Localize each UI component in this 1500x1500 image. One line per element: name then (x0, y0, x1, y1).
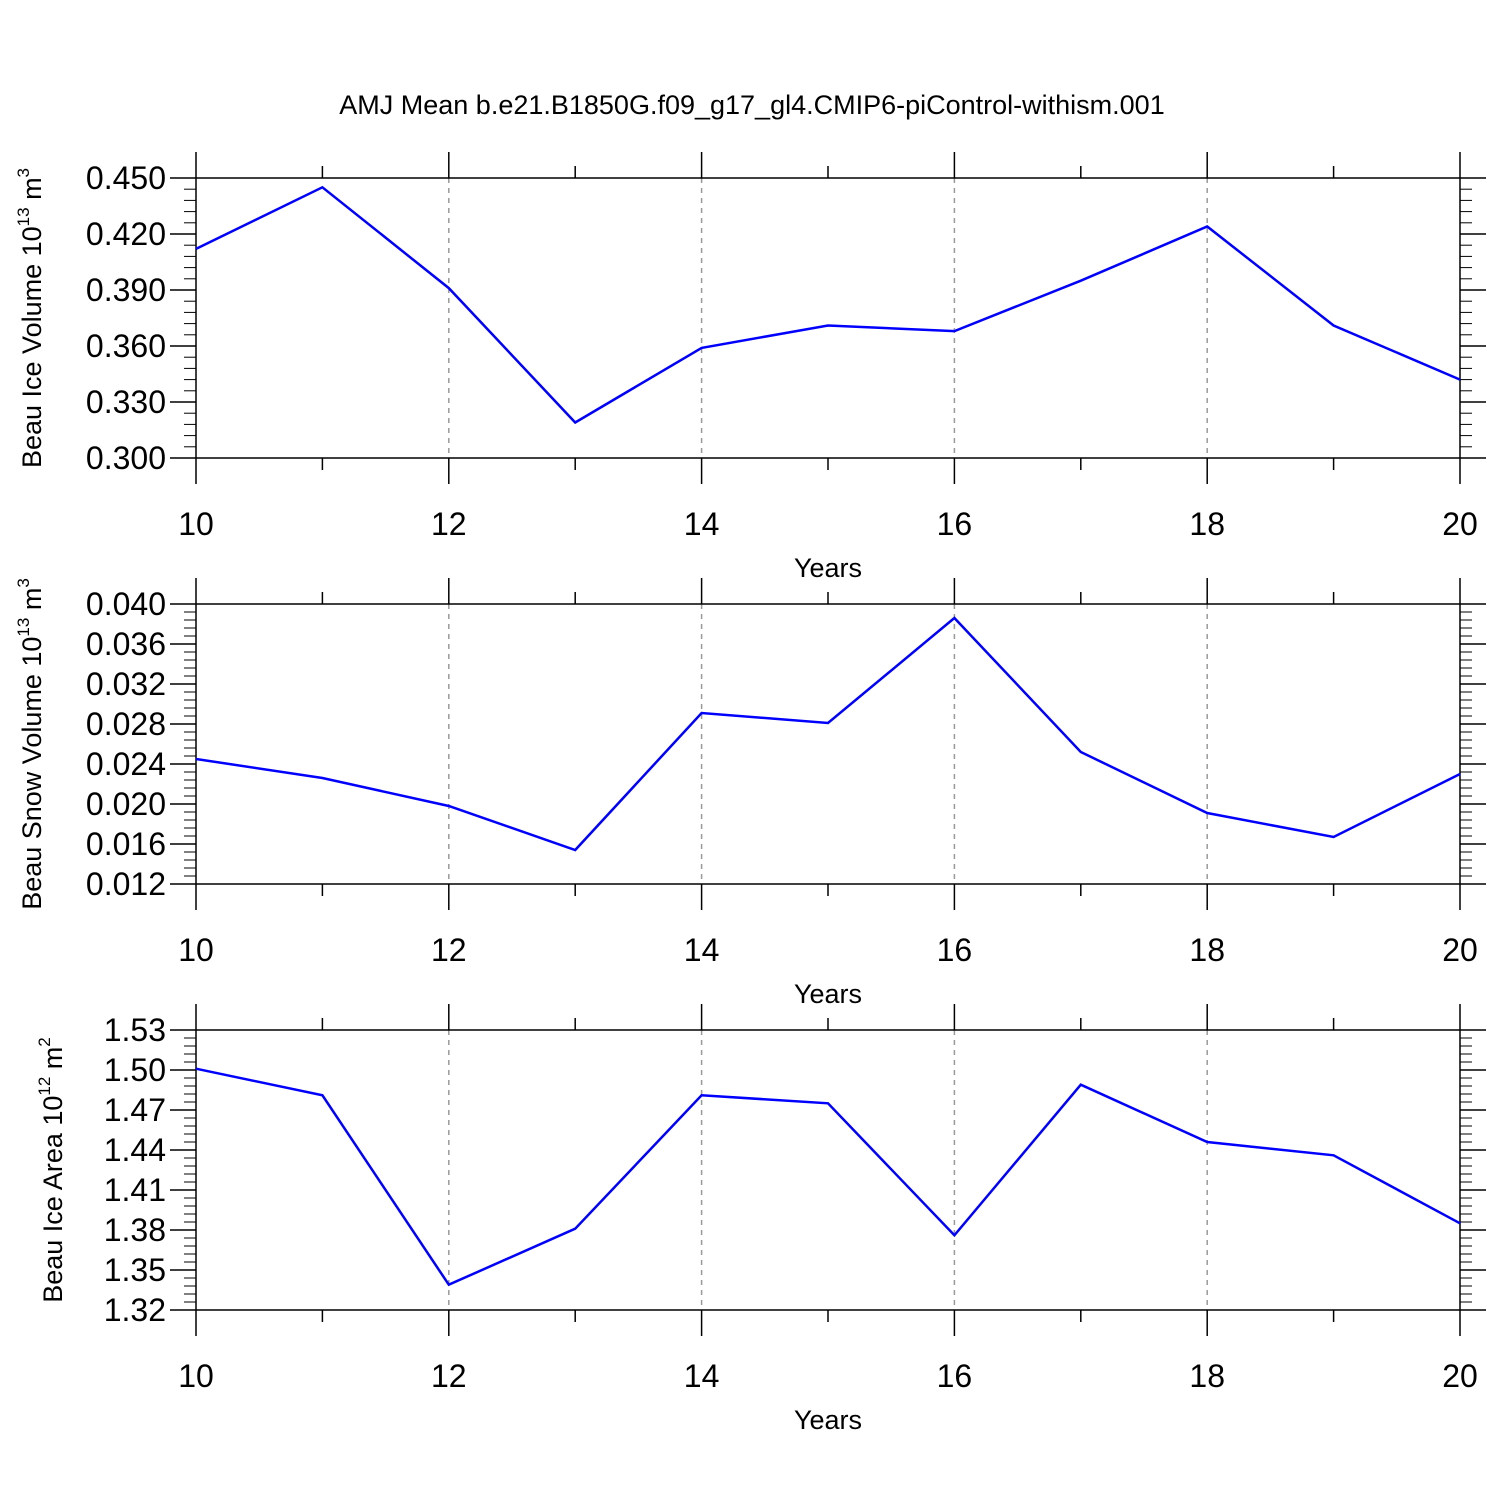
x-axis-ticks (195, 1004, 1461, 1336)
y-tick-label: 0.040 (86, 586, 166, 622)
plot-frame (195, 177, 1461, 459)
series-line-1 (195, 616, 1461, 852)
x-tick-label: 14 (684, 1358, 720, 1394)
y-tick-label: 0.360 (86, 328, 166, 364)
y-tick-label: 1.53 (104, 1012, 166, 1048)
y-tick-label: 0.032 (86, 666, 166, 702)
x-tick-label: 10 (178, 506, 214, 542)
x-tick-label: 12 (431, 932, 467, 968)
y-tick-label: 0.024 (86, 746, 166, 782)
x-axis-title: Years (794, 979, 862, 1009)
x-axis-title: Years (794, 553, 862, 583)
y-axis-title: Beau Ice Volume 1013 m3 (14, 168, 47, 468)
x-tick-label: 20 (1442, 1358, 1478, 1394)
y-tick-label: 0.390 (86, 272, 166, 308)
chart-panel-2: 10 12 14 16 18 20 Years 0.012 0.016 0.020 0.024 0.0… (14, 578, 1486, 1009)
y-tick-label: 1.41 (104, 1172, 166, 1208)
x-tick-label: 12 (431, 506, 467, 542)
x-tick-label: 20 (1442, 506, 1478, 542)
x-tick-label: 18 (1189, 932, 1225, 968)
y-axis-title: Beau Snow Volume 1013 m3 (14, 578, 47, 910)
y-tick-label: 0.012 (86, 866, 166, 902)
chart-title: AMJ Mean b.e21.B1850G.f09_g17_gl4.CMIP6-… (339, 90, 1164, 120)
x-tick-label: 12 (431, 1358, 467, 1394)
x-tick-label: 10 (178, 932, 214, 968)
y-tick-label: 0.020 (86, 786, 166, 822)
series-line-1 (195, 185, 1461, 425)
y-axis-ticks (170, 1029, 1486, 1311)
y-tick-label: 0.016 (86, 826, 166, 862)
series-line-1 (195, 1067, 1461, 1287)
y-tick-label: 1.35 (104, 1252, 166, 1288)
x-axis-title: Years (794, 1405, 862, 1435)
x-tick-label: 14 (684, 932, 720, 968)
y-axis-title: Beau Ice Area 1012 m2 (35, 1037, 68, 1303)
x-tick-label: 18 (1189, 1358, 1225, 1394)
y-tick-label: 1.38 (104, 1212, 166, 1248)
y-tick-label: 1.44 (104, 1132, 166, 1168)
x-tick-label: 16 (937, 932, 973, 968)
chart-panel-3: 10 12 14 16 18 20 Years 1.32 1.35 1.38 1.41 1.44 1.4… (35, 1004, 1486, 1435)
x-axis-ticks (195, 578, 1461, 910)
y-tick-label: 0.330 (86, 384, 166, 420)
y-tick-label: 0.450 (86, 160, 166, 196)
y-tick-label: 1.50 (104, 1052, 166, 1088)
y-axis-ticks (170, 603, 1486, 885)
y-tick-label: 0.028 (86, 706, 166, 742)
y-tick-label: 0.036 (86, 626, 166, 662)
y-axis-ticks (170, 177, 1486, 459)
y-tick-label: 1.47 (104, 1092, 166, 1128)
y-tick-label: 0.420 (86, 216, 166, 252)
x-tick-label: 10 (178, 1358, 214, 1394)
x-axis-ticks (195, 152, 1461, 484)
plot-frame (195, 603, 1461, 885)
chart-panel-1: 10 12 14 16 18 20 Years 0.300 0.330 0.360 0.390 0.4… (14, 152, 1486, 583)
x-tick-label: 16 (937, 506, 973, 542)
x-tick-label: 18 (1189, 506, 1225, 542)
y-tick-label: 0.300 (86, 440, 166, 476)
y-tick-label: 1.32 (104, 1292, 166, 1328)
x-tick-label: 16 (937, 1358, 973, 1394)
x-tick-label: 14 (684, 506, 720, 542)
x-tick-label: 20 (1442, 932, 1478, 968)
plot-frame (195, 1029, 1461, 1311)
